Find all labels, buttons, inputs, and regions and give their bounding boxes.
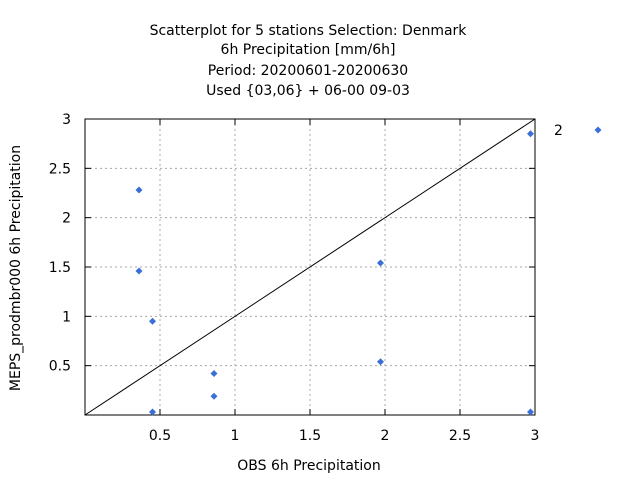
data-point [135,186,143,194]
title-line-1: Scatterplot for 5 stations Selection: De… [150,23,468,39]
title-line-3: Period: 20200601-20200630 [208,63,408,79]
data-point [377,358,384,366]
data-point [377,259,384,267]
data-points [135,130,534,416]
data-point [149,408,156,416]
y-tick-label: 1.5 [49,260,71,276]
data-point [210,392,218,400]
x-tick-label: 3 [531,428,540,444]
y-tick-label: 0.5 [49,359,71,375]
x-tick-label: 2.5 [449,428,471,444]
x-axis-ticks: 0.5 1 1.5 2 2.5 3 [149,119,540,444]
chart-title: Scatterplot for 5 stations Selection: De… [150,23,468,99]
x-tick-label: 2 [381,428,390,444]
y-axis-ticks: 0.5 1 1.5 2 2.5 3 [49,112,535,375]
diagonal-layer [84,118,536,416]
x-tick-label: 0.5 [149,428,171,444]
y-axis-label: MEPS_prodmbr000 6h Precipitation [8,145,24,391]
y-tick-label: 3 [62,112,71,128]
data-point [149,317,156,325]
legend-label: 2 [554,123,563,139]
legend-marker [594,126,602,134]
data-point [210,370,218,378]
data-point [527,130,534,138]
one-to-one-line [84,118,536,416]
y-tick-label: 2.5 [49,161,71,177]
legend: 2 [554,123,602,139]
data-point [135,267,143,275]
title-line-2: 6h Precipitation [mm/6h] [221,42,396,58]
x-tick-label: 1 [231,428,240,444]
y-tick-label: 1 [62,309,71,325]
x-tick-label: 1.5 [299,428,321,444]
title-line-4: Used {03,06} + 06-00 09-03 [206,83,410,99]
y-tick-label: 2 [62,211,71,227]
data-point [527,408,534,416]
x-axis-label: OBS 6h Precipitation [237,458,380,474]
